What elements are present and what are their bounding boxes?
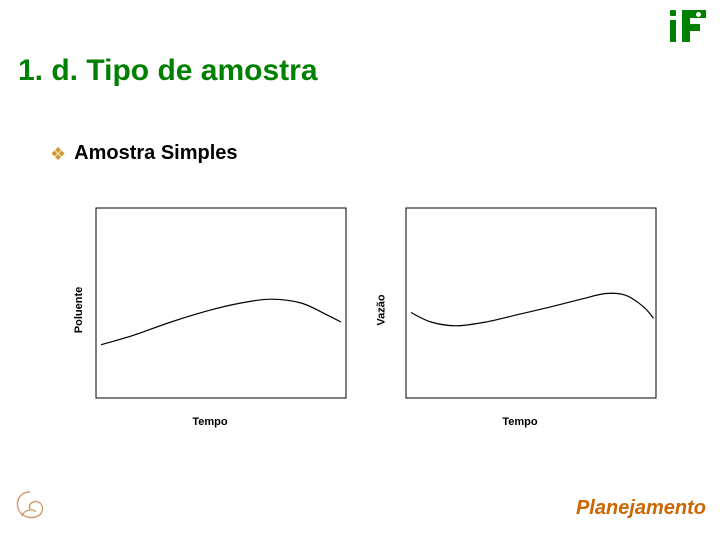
page-title: 1. d. Tipo de amostra bbox=[18, 54, 318, 88]
chart-poluente: Poluente Tempo bbox=[60, 200, 360, 420]
chart-ylabel: Vazão bbox=[376, 294, 388, 325]
bullet-item: ❖ Amostra Simples bbox=[50, 142, 238, 165]
chart-xlabel: Tempo bbox=[502, 416, 537, 428]
brand-logo bbox=[666, 6, 706, 46]
footer-label: Planejamento bbox=[576, 497, 706, 520]
charts-container: Poluente Tempo Vazão Tempo bbox=[60, 200, 670, 420]
bullet-label: Amostra Simples bbox=[74, 142, 237, 165]
chart-vazao: Vazão Tempo bbox=[370, 200, 670, 420]
chart-ylabel: Poluente bbox=[73, 287, 85, 333]
diamond-icon: ❖ bbox=[50, 145, 66, 163]
chart-xlabel: Tempo bbox=[192, 416, 227, 428]
swirl-icon bbox=[10, 486, 50, 526]
